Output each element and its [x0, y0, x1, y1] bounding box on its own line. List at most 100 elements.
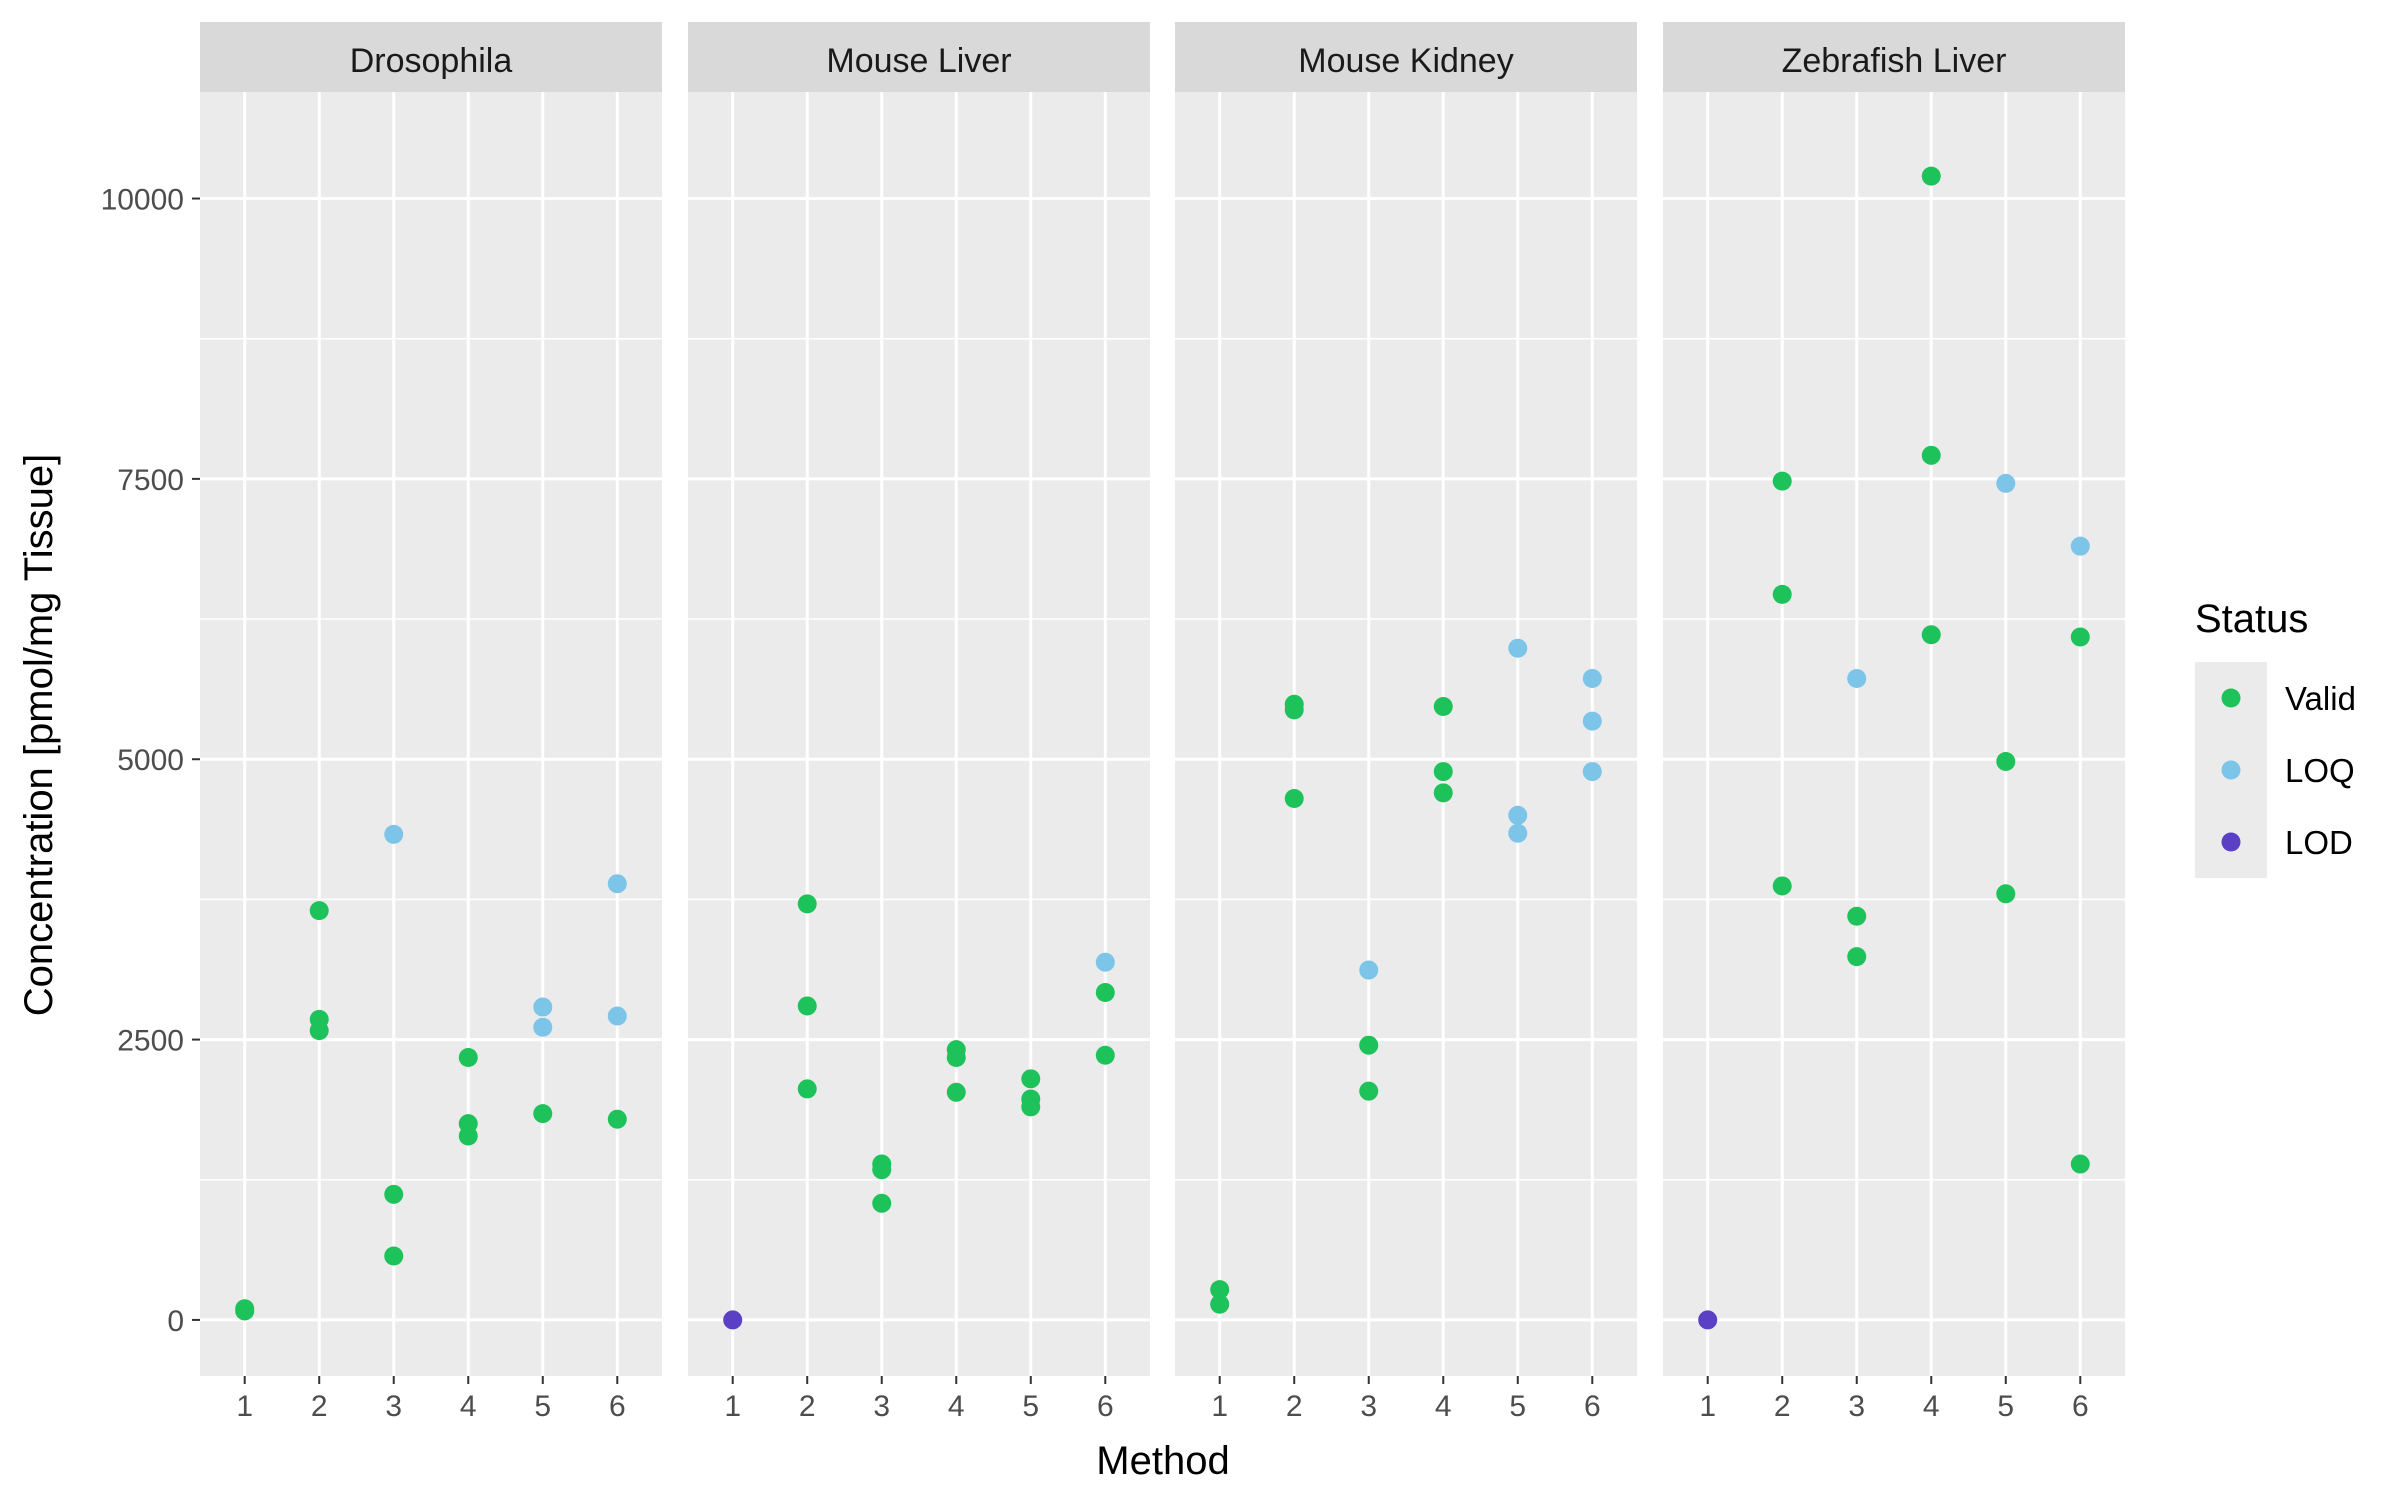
x-tick-label: 4	[1435, 1390, 1452, 1423]
x-tick-label: 1	[236, 1390, 253, 1423]
panel-strip-label: Mouse Liver	[826, 42, 1011, 80]
x-tick-label: 3	[1360, 1390, 1377, 1423]
legend-title: Status	[2195, 597, 2308, 641]
y-tick-label: 5000	[117, 744, 184, 777]
panel-strip-label: Zebrafish Liver	[1782, 42, 2007, 80]
data-point-valid	[1921, 166, 1941, 186]
y-tick-label: 10000	[101, 184, 184, 217]
panels: Drosophila 1 2 3 4 5 6 Mouse Liver 1 2 3 4 5 6 Mouse K…	[200, 22, 2125, 1423]
x-tick-label: 5	[1022, 1390, 1039, 1423]
data-point-valid	[1921, 625, 1941, 645]
data-point-valid	[1210, 1280, 1230, 1300]
x-tick-label: 3	[873, 1390, 890, 1423]
legend-label-lod: LOD	[2285, 824, 2353, 861]
data-point-valid	[235, 1299, 255, 1319]
x-tick-label: 6	[1097, 1390, 1114, 1423]
data-point-loq	[1582, 668, 1602, 688]
data-point-valid	[384, 1184, 404, 1204]
data-point-valid	[1996, 751, 2016, 771]
data-point-valid	[533, 1104, 553, 1124]
data-point-loq	[1359, 960, 1379, 980]
panel-mouse-kidney: Mouse Kidney 1 2 3 4 5 6	[1175, 22, 1637, 1423]
panel-strip-label: Drosophila	[350, 42, 513, 80]
x-tick-label: 1	[724, 1390, 741, 1423]
data-point-loq	[533, 1017, 553, 1037]
data-point-loq	[1996, 473, 2016, 493]
data-point-loq	[1582, 711, 1602, 731]
data-point-loq	[607, 874, 627, 894]
panel-strip	[1175, 22, 1637, 92]
x-tick-label: 4	[460, 1390, 477, 1423]
data-point-valid	[1021, 1069, 1041, 1089]
data-point-valid	[1095, 982, 1115, 1002]
data-point-lod	[1698, 1310, 1718, 1330]
data-point-loq	[384, 824, 404, 844]
data-point-valid	[1433, 783, 1453, 803]
data-point-valid	[458, 1048, 478, 1068]
x-tick-label: 3	[385, 1390, 402, 1423]
data-point-valid	[2070, 1154, 2090, 1174]
data-point-valid	[458, 1126, 478, 1146]
data-point-valid	[1921, 445, 1941, 465]
data-point-loq	[1508, 805, 1528, 825]
legend-label-valid: Valid	[2285, 680, 2356, 717]
data-point-valid	[1433, 697, 1453, 717]
x-tick-label: 2	[311, 1390, 328, 1423]
data-point-valid	[872, 1193, 892, 1213]
data-point-loq	[1582, 762, 1602, 782]
data-point-valid	[797, 894, 817, 914]
panel-strip	[200, 22, 662, 92]
y-tick-label: 7500	[117, 464, 184, 497]
data-point-valid	[1095, 1045, 1115, 1065]
x-tick-label: 4	[948, 1390, 965, 1423]
data-point-valid	[1772, 876, 1792, 896]
x-tick-label: 2	[1286, 1390, 1303, 1423]
x-tick-label: 2	[799, 1390, 816, 1423]
data-point-loq	[1508, 638, 1528, 658]
legend-key-lod	[2221, 832, 2241, 852]
data-point-valid	[1021, 1097, 1041, 1117]
legend-items: Valid LOQ LOD	[2221, 680, 2356, 861]
panel-strip-label: Mouse Kidney	[1298, 42, 1513, 80]
x-tick-label: 5	[1997, 1390, 2014, 1423]
panel-background	[1175, 92, 1637, 1376]
panel-strip	[688, 22, 1150, 92]
x-tick-label: 6	[609, 1390, 626, 1423]
panel-background	[688, 92, 1150, 1376]
data-point-valid	[607, 1109, 627, 1129]
data-point-valid	[1284, 788, 1304, 808]
legend-key-valid	[2221, 688, 2241, 708]
panel-mouse-liver: Mouse Liver 1 2 3 4 5 6	[688, 22, 1150, 1423]
data-point-valid	[946, 1082, 966, 1102]
data-point-valid	[309, 1021, 329, 1041]
data-point-valid	[309, 901, 329, 921]
data-point-loq	[1095, 952, 1115, 972]
data-point-valid	[1359, 1035, 1379, 1055]
x-tick-label: 4	[1923, 1390, 1940, 1423]
data-point-loq	[1508, 823, 1528, 843]
data-point-loq	[533, 997, 553, 1017]
y-axis-title: Concentration [pmol/mg Tissue]	[17, 454, 61, 1016]
x-tick-label: 3	[1848, 1390, 1865, 1423]
data-point-valid	[872, 1160, 892, 1180]
data-point-valid	[384, 1246, 404, 1266]
data-point-valid	[1847, 947, 1867, 967]
data-point-valid	[1284, 700, 1304, 720]
x-tick-label: 1	[1211, 1390, 1228, 1423]
data-point-valid	[1996, 884, 2016, 904]
data-point-valid	[1210, 1294, 1230, 1314]
panel-drosophila: Drosophila 1 2 3 4 5 6	[200, 22, 662, 1423]
x-tick-label: 5	[1509, 1390, 1526, 1423]
y-axis: 0 2500 5000 7500 10000	[101, 184, 200, 1338]
x-tick-label: 6	[2072, 1390, 2089, 1423]
data-point-loq	[2070, 536, 2090, 556]
legend: Status Valid LOQ LOD	[2195, 597, 2356, 878]
data-point-valid	[797, 996, 817, 1016]
legend-label-loq: LOQ	[2285, 752, 2355, 789]
x-tick-label: 1	[1699, 1390, 1716, 1423]
x-tick-label: 2	[1774, 1390, 1791, 1423]
x-tick-label: 5	[534, 1390, 551, 1423]
data-point-valid	[1359, 1081, 1379, 1101]
data-point-valid	[1433, 762, 1453, 782]
